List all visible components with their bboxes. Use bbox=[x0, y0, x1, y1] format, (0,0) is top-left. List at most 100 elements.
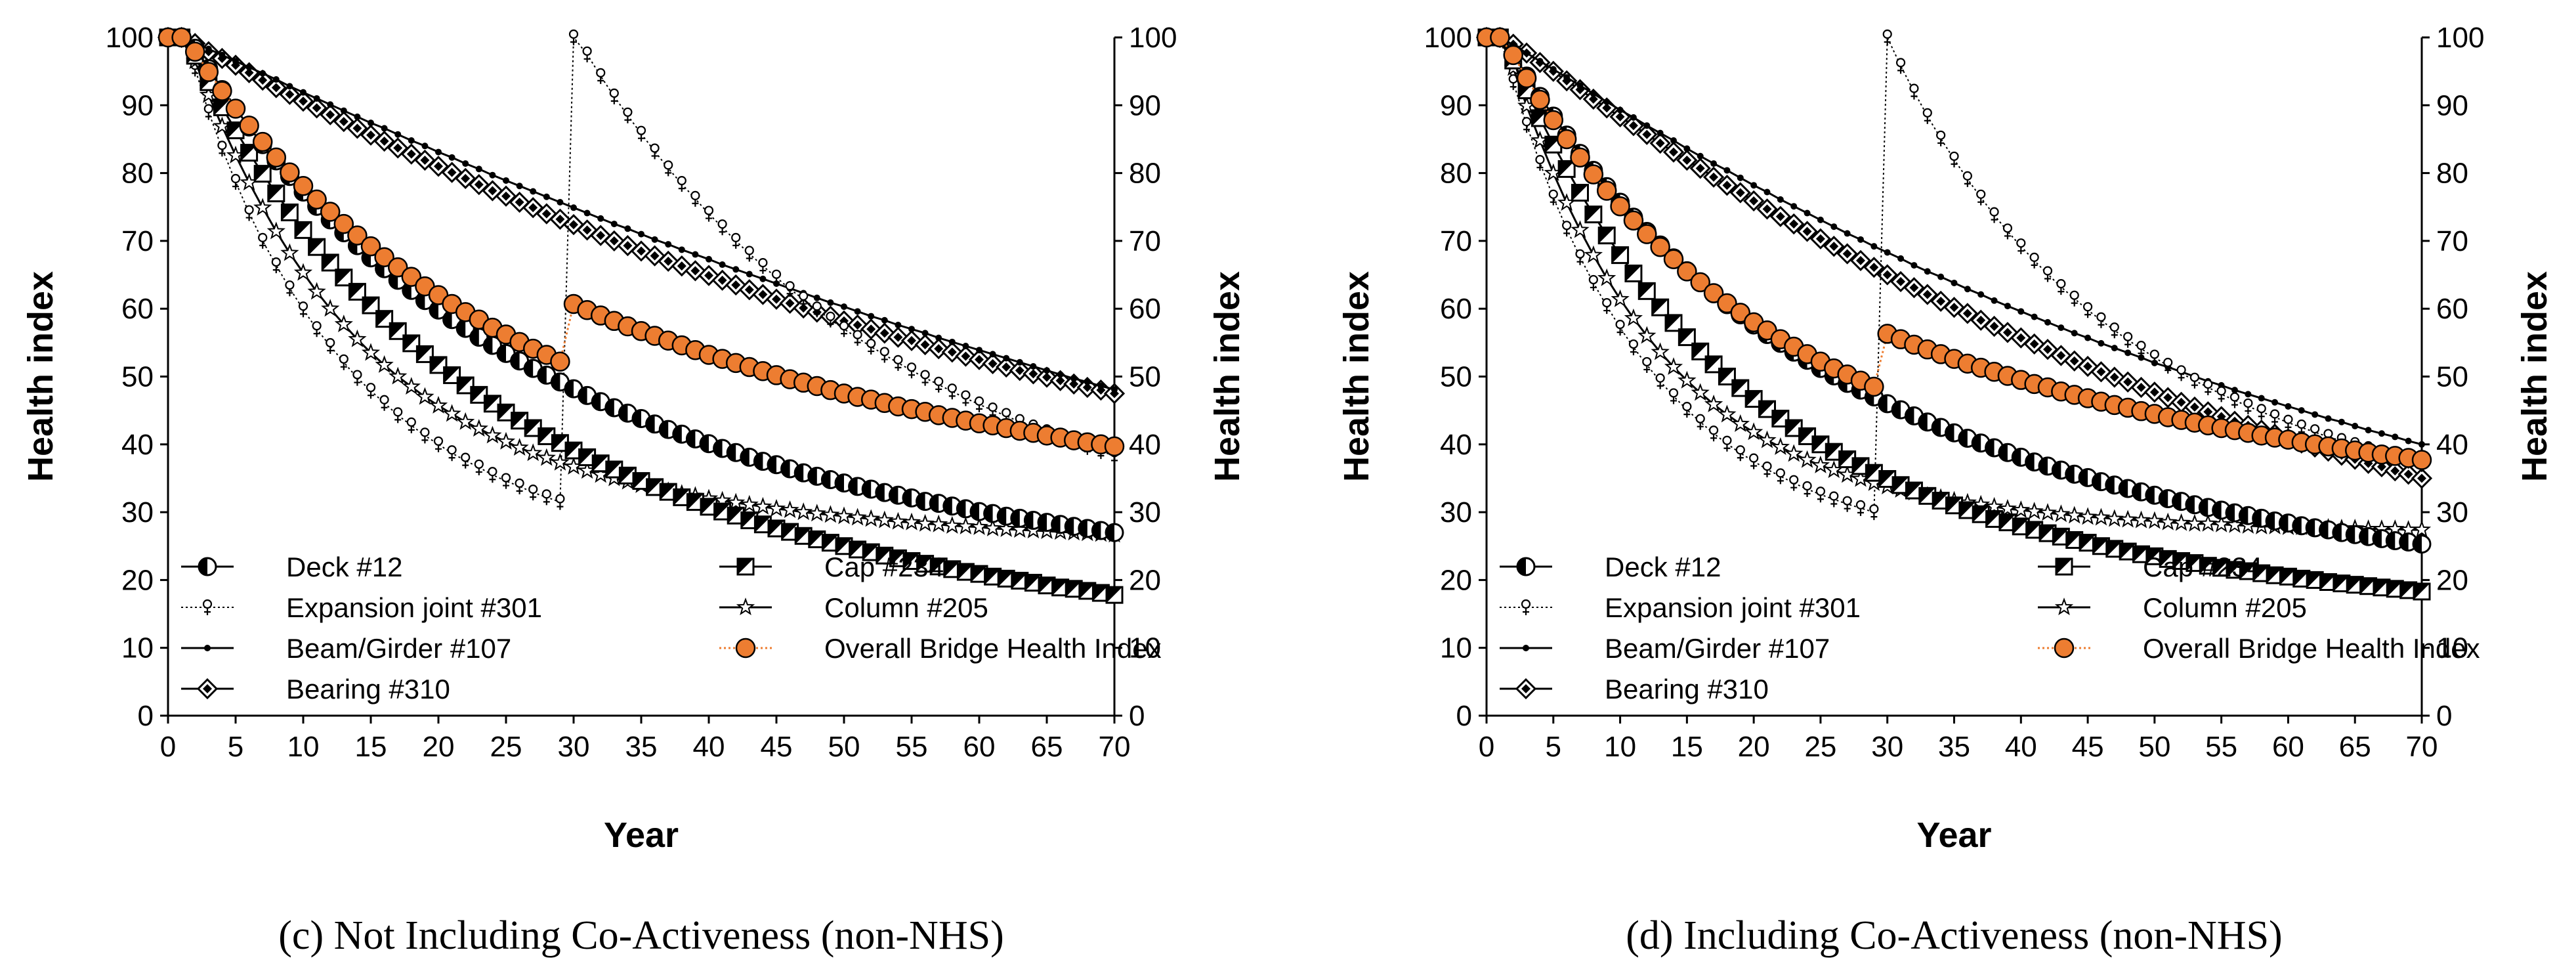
data-point-cross bbox=[2285, 423, 2292, 431]
data-point-fill bbox=[849, 477, 858, 495]
data-point bbox=[232, 58, 239, 65]
data-point-inner bbox=[488, 186, 497, 196]
data-point bbox=[252, 131, 273, 152]
data-point bbox=[2229, 392, 2240, 402]
legend-marker-cross bbox=[1523, 608, 1529, 615]
data-point bbox=[1830, 223, 1838, 230]
data-point bbox=[541, 489, 551, 499]
data-point bbox=[1802, 481, 1812, 491]
data-point-fill bbox=[633, 410, 641, 427]
data-point bbox=[1909, 83, 1919, 93]
data-point bbox=[402, 377, 421, 395]
data-point-cross bbox=[462, 461, 469, 469]
data-point-inner bbox=[461, 173, 471, 183]
legend-marker bbox=[202, 599, 213, 609]
data-point-inner bbox=[406, 149, 416, 159]
data-point-inner bbox=[1802, 227, 1812, 236]
data-point bbox=[537, 448, 556, 466]
y-tick-label-left: 0 bbox=[138, 700, 154, 732]
y-tick-label-right: 20 bbox=[2436, 564, 2468, 596]
data-point bbox=[515, 478, 524, 488]
data-point-fill bbox=[2025, 453, 2035, 471]
data-point-cross bbox=[1817, 495, 1824, 503]
data-point bbox=[1842, 496, 1852, 506]
data-point bbox=[2071, 330, 2078, 337]
legend-marker bbox=[1521, 599, 1531, 609]
data-point-fill bbox=[335, 269, 352, 286]
data-point-fill bbox=[1052, 579, 1068, 596]
data-point bbox=[352, 370, 362, 379]
data-point-fill bbox=[2360, 578, 2376, 594]
data-point bbox=[1650, 236, 1670, 257]
data-point-fill bbox=[1719, 368, 1735, 385]
data-point-fill bbox=[2227, 561, 2243, 578]
data-point-inner bbox=[2417, 473, 2426, 483]
data-point-inner bbox=[893, 332, 903, 342]
data-point-inner bbox=[1789, 219, 1799, 229]
data-point-cross bbox=[719, 228, 726, 236]
data-point bbox=[253, 198, 272, 216]
data-point bbox=[225, 98, 246, 119]
data-point bbox=[1844, 230, 1851, 237]
data-point-fill bbox=[1065, 517, 1074, 535]
data-point bbox=[447, 445, 457, 455]
legend-marker-fill bbox=[1517, 558, 1526, 575]
y-tick-label-left: 10 bbox=[1440, 632, 1472, 664]
data-point-fill bbox=[620, 467, 636, 484]
data-point bbox=[2296, 419, 2306, 429]
series-expansion-joint-301 bbox=[163, 29, 1120, 510]
data-point bbox=[1922, 108, 1932, 118]
data-point bbox=[2225, 515, 2245, 533]
data-point-inner bbox=[244, 68, 254, 77]
data-point-fill bbox=[1973, 506, 1989, 523]
data-point bbox=[1104, 436, 1125, 457]
data-point bbox=[1811, 455, 1830, 473]
y-tick-label-right: 90 bbox=[1129, 89, 1161, 121]
data-point-inner bbox=[2403, 469, 2413, 479]
data-point-cross bbox=[2004, 232, 2011, 240]
legend-label: Bearing #310 bbox=[286, 674, 450, 704]
data-point-fill bbox=[2039, 457, 2048, 475]
data-point bbox=[448, 154, 455, 161]
data-point-inner bbox=[623, 241, 633, 251]
data-point bbox=[1977, 291, 1985, 298]
data-point bbox=[551, 452, 570, 471]
data-point bbox=[2017, 308, 2025, 315]
data-point-fill bbox=[578, 387, 587, 404]
data-point bbox=[854, 308, 861, 315]
data-point-cross bbox=[651, 152, 658, 160]
data-point bbox=[921, 330, 929, 337]
data-point-fill bbox=[1038, 513, 1047, 531]
x-tick-label: 15 bbox=[355, 731, 387, 763]
data-point bbox=[1628, 339, 1639, 349]
data-point-fill bbox=[2200, 557, 2216, 574]
data-point bbox=[1583, 164, 1604, 184]
data-point-fill bbox=[1985, 439, 1995, 456]
data-point-fill bbox=[538, 428, 555, 444]
data-point-fill bbox=[241, 144, 257, 161]
data-point bbox=[1536, 58, 1544, 65]
data-point bbox=[1777, 196, 1784, 203]
data-point-fill bbox=[2319, 521, 2329, 538]
data-point-cross bbox=[1884, 38, 1891, 45]
data-point bbox=[2138, 354, 2145, 361]
data-point bbox=[394, 131, 402, 138]
data-point-cross bbox=[881, 355, 888, 363]
data-point-fill bbox=[1866, 465, 1882, 481]
data-point-fill bbox=[2066, 532, 2082, 548]
data-point bbox=[2118, 509, 2138, 528]
data-point bbox=[300, 89, 306, 96]
data-point bbox=[1002, 408, 1011, 418]
data-point-fill bbox=[1706, 356, 1722, 372]
x-tick-label: 40 bbox=[2005, 731, 2037, 763]
data-point-inner bbox=[866, 324, 876, 334]
data-point-fill bbox=[930, 494, 939, 512]
data-point-fill bbox=[606, 462, 622, 478]
data-point bbox=[2258, 395, 2265, 402]
data-point-inner bbox=[366, 130, 375, 140]
data-point-cross bbox=[1924, 116, 1931, 124]
data-point-inner bbox=[1055, 376, 1065, 385]
data-point-cross bbox=[854, 338, 861, 346]
legend-label: Overall Bridge Health Index bbox=[824, 633, 1162, 664]
data-point bbox=[1864, 376, 1884, 397]
